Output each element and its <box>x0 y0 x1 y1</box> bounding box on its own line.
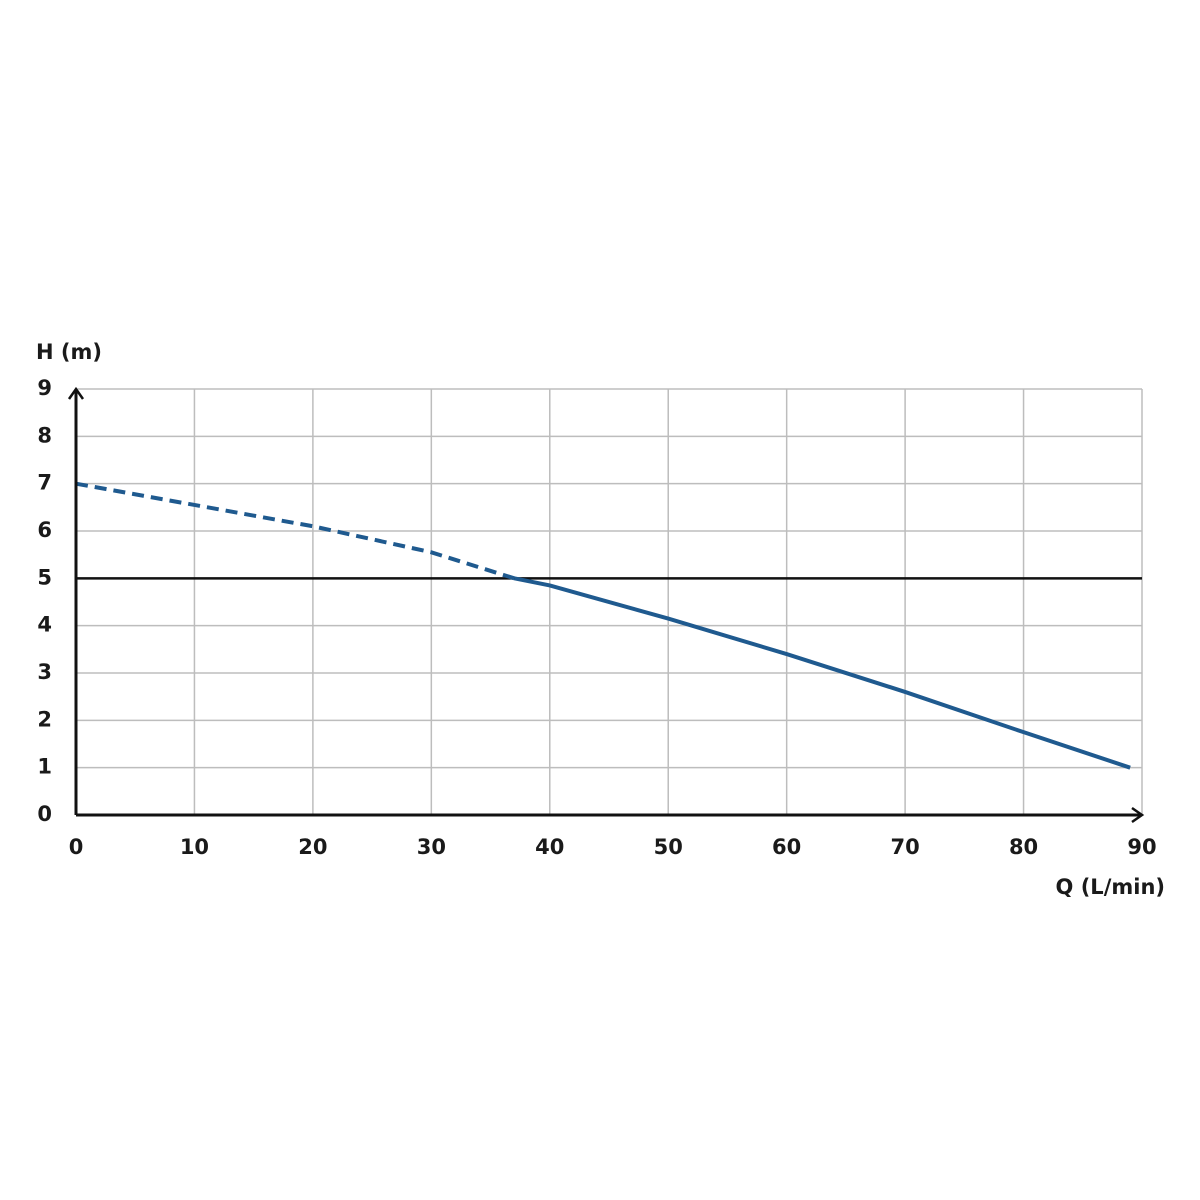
curve <box>513 576 1131 770</box>
x-tick-label: 50 <box>654 835 683 859</box>
y-tick-label: 5 <box>37 565 52 589</box>
x-tick-label: 60 <box>772 835 801 859</box>
x-tick-label: 80 <box>1009 835 1038 859</box>
x-tick-label: 10 <box>180 835 209 859</box>
y-tick-label: 1 <box>37 755 52 779</box>
curve <box>75 481 515 581</box>
y-axis-label: H (m) <box>36 340 102 364</box>
x-tick-label: 20 <box>298 835 327 859</box>
x-tick-label: 40 <box>535 835 564 859</box>
y-tick-label: 6 <box>37 518 52 542</box>
y-tick-label: 4 <box>37 613 52 637</box>
x-tick-label: 70 <box>890 835 919 859</box>
y-tick-label: 2 <box>37 707 52 731</box>
y-tick-label: 9 <box>37 376 52 400</box>
x-axis-arrow <box>1131 806 1145 824</box>
y-axis-arrow <box>67 386 85 400</box>
x-tick-label: 30 <box>417 835 446 859</box>
y-tick-label: 3 <box>37 660 52 684</box>
y-tick-label: 7 <box>37 471 52 495</box>
x-axis-label: Q (L/min) <box>1056 875 1165 899</box>
y-tick-label: 0 <box>37 802 52 826</box>
x-tick-label: 90 <box>1127 835 1156 859</box>
y-tick-label: 8 <box>37 423 52 447</box>
x-tick-label: 0 <box>69 835 84 859</box>
